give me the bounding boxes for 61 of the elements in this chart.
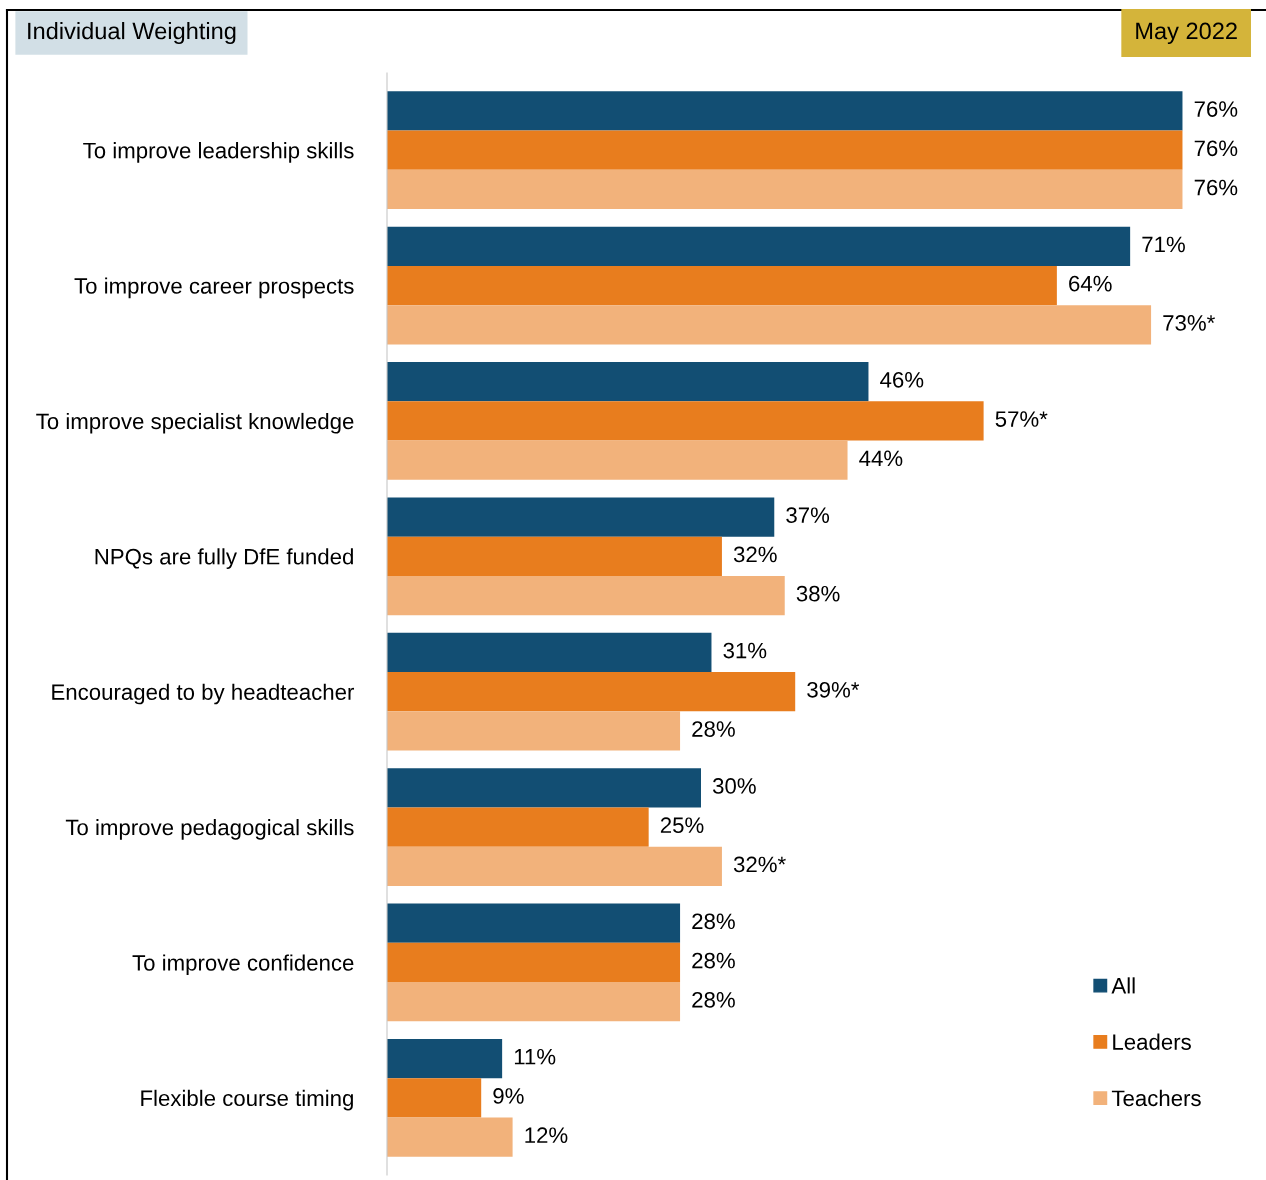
text: Individual Weighting <box>28 22 236 45</box>
bar <box>387 497 775 537</box>
bar <box>387 575 785 616</box>
data-label: 12% <box>525 1127 568 1143</box>
data-label: 57%* <box>995 411 1048 427</box>
data-label: 76% <box>1194 140 1238 157</box>
bar <box>387 672 796 712</box>
bar <box>387 91 1183 131</box>
y-tick-label: To improve career prospects <box>74 277 354 299</box>
bar <box>387 711 681 751</box>
data-label: 46% <box>880 371 924 388</box>
y-tick-label: To improve pedagogical skills <box>65 819 354 840</box>
data-label: 28% <box>692 991 735 1008</box>
data-label: 30% <box>712 778 756 794</box>
y-tick-label: Flexible course timing <box>141 1089 353 1111</box>
legend-label: Leaders <box>1113 1033 1191 1050</box>
y-tick-label: Encouraged to by headteacher <box>52 683 355 705</box>
data-label: 71% <box>1142 236 1185 253</box>
data-label: 11% <box>514 1048 556 1065</box>
bar <box>387 846 722 886</box>
bar <box>387 1078 482 1118</box>
bar <box>387 265 1057 306</box>
y-tick-label: NPQs are fully DfE funded <box>95 548 353 569</box>
bar <box>387 440 848 480</box>
bar <box>387 632 712 673</box>
y-tick-label: To improve specialist knowledge <box>36 412 354 434</box>
bar <box>387 768 701 808</box>
bar <box>387 305 1152 345</box>
data-label: 76% <box>1194 179 1238 196</box>
bar <box>387 1038 503 1079</box>
data-label: 32%* <box>733 856 786 873</box>
data-label: 28% <box>692 913 735 930</box>
legend-label: Teachers <box>1111 1089 1201 1107</box>
data-label: 32% <box>733 546 777 563</box>
bar <box>387 130 1183 170</box>
bar <box>387 807 649 847</box>
y-tick-label: To improve confidence <box>132 954 354 976</box>
data-label: 28% <box>692 952 735 969</box>
y-tick-label: To improve leadership skills <box>83 142 354 163</box>
bar <box>387 942 681 983</box>
chart-subtitle: May 2022 <box>1136 22 1237 45</box>
bar <box>387 169 1183 210</box>
bar <box>387 226 1131 266</box>
data-label: 76% <box>1194 101 1238 117</box>
data-label: 9% <box>493 1088 524 1104</box>
bar <box>387 982 681 1022</box>
data-label: 44% <box>859 450 903 467</box>
bar <box>387 536 722 576</box>
bar <box>387 903 681 943</box>
data-label: 39%* <box>807 681 860 698</box>
data-label: 25% <box>660 817 704 834</box>
data-label: 64% <box>1069 275 1112 292</box>
data-label: 31% <box>723 642 767 659</box>
bar <box>387 1117 513 1157</box>
data-label: 73%* <box>1163 315 1215 331</box>
legend-label: All <box>1111 977 1135 994</box>
bar <box>387 401 984 441</box>
bar <box>387 362 869 402</box>
data-label: 37% <box>786 507 830 524</box>
data-label: 38% <box>796 585 840 602</box>
data-label: 28% <box>692 721 735 737</box>
